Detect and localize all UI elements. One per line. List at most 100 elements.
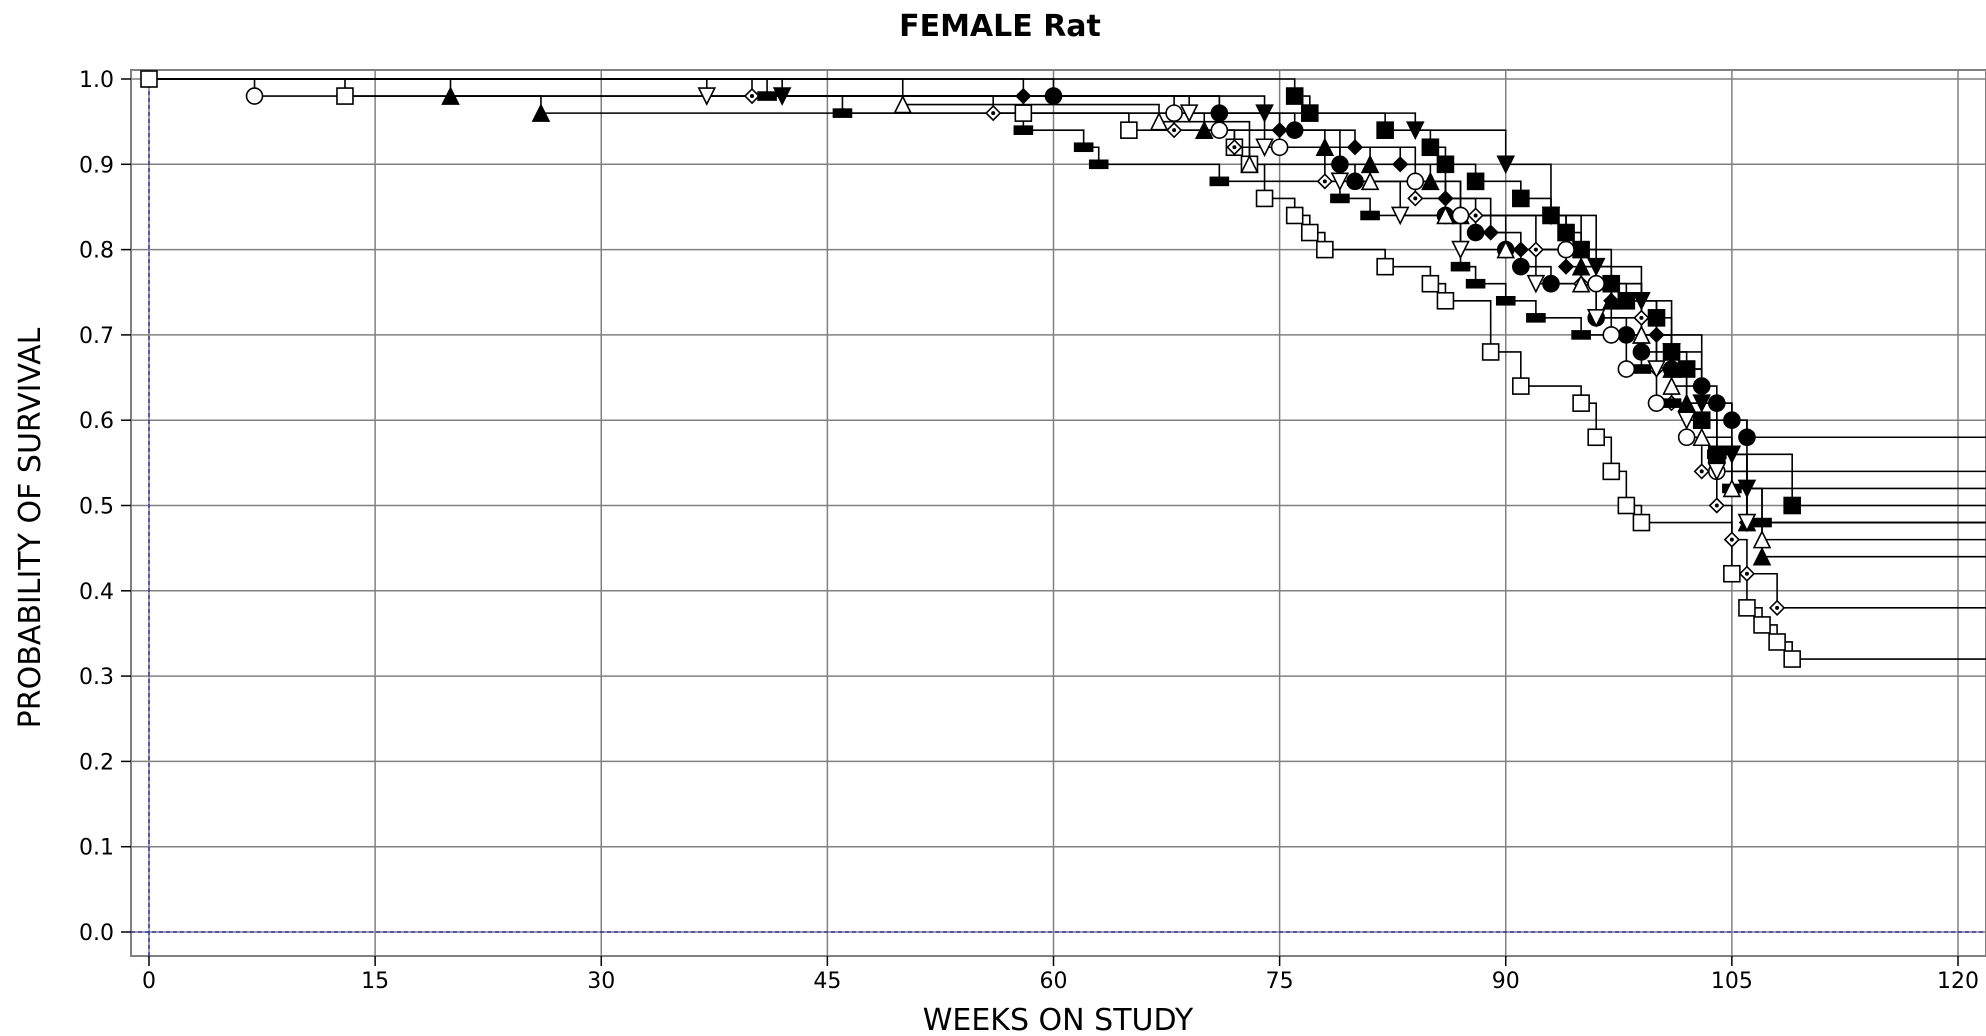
censor-marker-filled-circle xyxy=(1723,411,1741,430)
censor-marker-filled-diamond xyxy=(1557,258,1575,275)
censor-marker-filled-square xyxy=(1421,138,1440,157)
censor-marker-filled-square xyxy=(1512,189,1530,208)
x-tick-label: 90 xyxy=(1492,969,1520,994)
x-tick-label: 75 xyxy=(1266,969,1294,994)
censor-marker-open-square xyxy=(1572,394,1590,412)
censor-marker-filled-circle xyxy=(1617,326,1636,344)
censor-marker-filled-triangle xyxy=(441,86,460,105)
censor-marker-open-square xyxy=(1512,377,1530,395)
censor-marker-filled-square xyxy=(1557,223,1575,242)
censor-marker-open-triangle xyxy=(1692,427,1712,447)
censor-marker-open-circle xyxy=(1602,326,1621,344)
censor-marker-open-triangle xyxy=(1571,273,1591,293)
censor-marker-filled-rect xyxy=(1465,278,1486,289)
censor-marker-open-inverted-triangle xyxy=(1586,309,1606,328)
censor-marker-open-inverted-triangle xyxy=(1677,411,1696,430)
censor-marker-filled-rect xyxy=(1013,125,1034,135)
plot-frame xyxy=(130,69,1986,957)
survival-curve-filled-circle xyxy=(149,78,1986,439)
censor-marker-open-square xyxy=(1632,513,1651,532)
censor-marker-dot xyxy=(1172,128,1177,133)
x-tick-label: 30 xyxy=(587,969,615,994)
censor-marker-dot xyxy=(1639,315,1644,320)
censor-marker-open-circle xyxy=(1617,360,1636,378)
censor-marker-open-triangle xyxy=(1722,478,1742,498)
censor-marker-filled-inverted-triangle xyxy=(1255,104,1274,123)
censor-marker-filled-rect xyxy=(1707,449,1727,460)
censor-marker-open-circle xyxy=(1557,240,1575,259)
censor-marker-open-inverted-triangle xyxy=(1526,274,1546,294)
censor-marker-filled-inverted-triangle xyxy=(1632,291,1651,311)
censor-marker-filled-rect xyxy=(1073,142,1094,153)
censor-marker-filled-triangle xyxy=(1752,546,1772,566)
censor-marker-open-triangle xyxy=(1632,325,1651,344)
censor-marker-filled-diamond xyxy=(1693,412,1710,429)
censor-marker-filled-triangle xyxy=(1421,171,1440,191)
censor-marker-filled-rect xyxy=(1450,261,1471,272)
censor-marker-open-triangle xyxy=(1662,376,1681,395)
censor-marker-open-square xyxy=(1768,633,1786,651)
x-tick-label: 15 xyxy=(361,969,389,994)
censor-marker-dot xyxy=(750,94,754,99)
chart-title: FEMALE Rat xyxy=(899,9,1101,44)
censor-marker-filled-triangle xyxy=(531,103,551,122)
censor-marker-filled-square xyxy=(1300,104,1319,122)
censor-marker-open-circle xyxy=(1406,172,1425,191)
censor-marker-open-square xyxy=(1481,343,1500,361)
censor-marker-open-square xyxy=(1316,240,1334,259)
y-tick-label: 0.6 xyxy=(79,409,114,434)
censor-marker-open-square xyxy=(1602,462,1621,481)
censor-marker-dot xyxy=(1322,179,1327,184)
censor-marker-filled-rect xyxy=(1526,313,1546,323)
censor-marker-filled-circle xyxy=(1632,343,1651,361)
censor-marker-open-inverted-triangle xyxy=(1330,172,1350,192)
censor-marker-open-circle xyxy=(245,87,264,105)
censor-marker-open-square xyxy=(140,70,158,88)
censor-marker-filled-square xyxy=(1617,291,1636,310)
grid-lines xyxy=(131,70,1986,956)
censor-marker-filled-circle xyxy=(1285,121,1304,139)
censor-marker-open-inverted-triangle xyxy=(1390,206,1410,226)
y-axis-label: PROBABILITY OF SURVIVAL xyxy=(13,327,48,728)
censor-marker-filled-inverted-triangle xyxy=(1737,479,1757,499)
censor-marker-filled-square xyxy=(1285,87,1304,105)
censor-marker-open-circle xyxy=(1451,206,1470,225)
survival-curve-filled-triangle xyxy=(149,78,1986,558)
censor-marker-open-square xyxy=(336,87,354,105)
censor-marker-open-triangle xyxy=(1752,529,1772,549)
censor-marker-open-square xyxy=(1255,189,1274,208)
censor-marker-filled-inverted-triangle xyxy=(1722,445,1742,465)
censor-marker-open-square xyxy=(1120,121,1138,139)
censor-marker-filled-circle xyxy=(1542,274,1560,293)
censor-marker-open-triangle xyxy=(1436,205,1455,225)
censor-marker-filled-rect xyxy=(832,108,853,118)
censor-marker-filled-diamond xyxy=(1512,241,1529,258)
censor-marker-filled-inverted-triangle xyxy=(1541,206,1561,226)
censor-marker-dot xyxy=(991,111,996,116)
censor-marker-open-inverted-triangle xyxy=(1707,462,1727,482)
censor-marker-dot xyxy=(1533,247,1538,252)
y-tick-label: 0.9 xyxy=(79,153,114,178)
censor-marker-filled-circle xyxy=(1512,257,1530,276)
y-tick-label: 0.1 xyxy=(79,836,114,861)
censor-marker-dot xyxy=(1729,537,1734,542)
censor-marker-open-circle xyxy=(1270,138,1289,157)
censor-marker-filled-inverted-triangle xyxy=(1496,155,1516,175)
x-tick-label: 105 xyxy=(1711,969,1753,994)
censor-marker-filled-circle xyxy=(1692,377,1711,395)
y-tick-label: 0.7 xyxy=(79,324,114,349)
censor-marker-filled-square xyxy=(1677,360,1696,378)
censor-marker-open-square xyxy=(1376,257,1394,276)
censor-marker-dot xyxy=(1699,469,1704,474)
censor-marker-filled-diamond xyxy=(1648,326,1665,344)
survival-curve-open-diamond xyxy=(149,78,1986,609)
censor-marker-open-inverted-triangle xyxy=(1255,138,1274,158)
censor-marker-open-square xyxy=(1617,496,1636,515)
censor-marker-filled-inverted-triangle xyxy=(1406,121,1425,140)
censor-marker-filled-circle xyxy=(1331,155,1349,174)
censor-marker-dot xyxy=(1413,196,1418,201)
censor-marker-open-square xyxy=(1723,564,1741,583)
censor-marker-filled-rect xyxy=(1360,210,1380,221)
censor-marker-filled-rect xyxy=(1752,517,1772,528)
